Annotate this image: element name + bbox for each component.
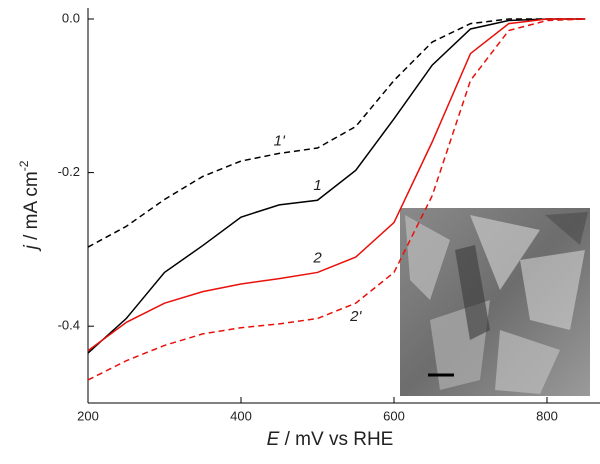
y-tick-label: 0.0 [62,10,80,25]
y-tick-label: -0.4 [58,318,80,333]
series-label: 1 [313,177,321,194]
x-axis-label: E / mV vs RHE [267,429,394,450]
series-line [87,18,586,352]
series-line [87,18,586,248]
x-tick-label: 200 [77,408,99,423]
series-line [87,18,586,354]
x-tick-label: 400 [230,408,252,423]
x-tick-label: 600 [383,408,405,423]
y-tick-label: -0.2 [58,164,80,179]
inset-image [400,208,590,396]
y-axis-label: j / mA cm-2 [17,160,42,252]
series-line [87,18,586,381]
series-label: 2' [349,308,362,325]
x-tick-label: 800 [536,408,558,423]
series-label: 2 [312,249,322,266]
series-label: 1' [274,132,286,149]
